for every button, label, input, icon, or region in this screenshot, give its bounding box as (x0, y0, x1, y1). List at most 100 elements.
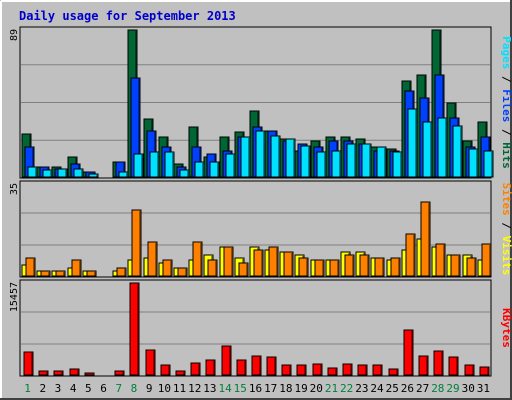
day-label-16: 16 (249, 382, 262, 395)
day-label-23: 23 (355, 382, 368, 395)
bar-bottom-kbytes-day-14-shade (229, 347, 231, 375)
bar-top-pages-day-4-shade (81, 170, 83, 177)
bar-middle-sites-day-29 (450, 254, 461, 277)
day-label-25: 25 (386, 382, 399, 395)
bar-top-pages-day-16-shade (263, 132, 265, 177)
legend-middle: Sites / Visits (500, 183, 512, 276)
bar-bottom-kbytes-day-31 (479, 366, 490, 376)
bar-middle-sites-day-30 (466, 257, 477, 277)
day-label-3: 3 (55, 382, 62, 395)
bar-top-pages-day-1-shade (35, 168, 37, 177)
bar-top-pages-day-8-shade (141, 155, 143, 177)
bar-middle-sites-day-28-shade (443, 245, 445, 276)
bar-bottom-kbytes-day-31-shade (487, 368, 489, 375)
bar-middle-sites-day-19-shade (306, 259, 308, 276)
bar-bottom-kbytes-day-13-shade (213, 361, 215, 375)
legend-item-files: Files (500, 89, 512, 122)
bar-middle-sites-day-4 (71, 259, 82, 277)
bar-middle-sites-day-18-shade (291, 253, 293, 276)
bar-middle-sites-day-20 (314, 259, 325, 277)
bar-bottom-kbytes-day-19 (296, 364, 307, 376)
bar-middle-sites-day-21-shade (337, 261, 339, 276)
bar-bottom-kbytes-day-4 (69, 368, 80, 376)
bar-top-pages-day-13 (209, 161, 220, 178)
panels-layer: 89 Pages / Files / Hits 35 Sites / Visits 15… (9, 26, 512, 377)
bar-bottom-kbytes-day-22-shade (350, 365, 352, 375)
bar-top-pages-day-28-shade (445, 119, 447, 177)
day-label-19: 19 (294, 382, 307, 395)
bar-bottom-kbytes-day-23 (357, 364, 368, 376)
bar-middle-sites-day-8-shade (139, 211, 141, 276)
bar-bottom-kbytes-day-12 (190, 362, 201, 376)
bar-middle-sites-day-13 (207, 259, 218, 277)
bar-bottom-kbytes-day-5 (84, 372, 95, 376)
day-label-18: 18 (279, 382, 292, 395)
bar-bottom-kbytes-day-29-shade (456, 358, 458, 375)
bar-bottom-kbytes-day-25 (388, 368, 399, 376)
bar-bottom-kbytes-day-26-shade (411, 331, 413, 375)
day-label-22: 22 (340, 382, 353, 395)
bar-bottom-kbytes-day-8-shade (137, 284, 139, 375)
bar-bottom-kbytes-day-1 (23, 351, 34, 376)
bar-middle-sites-day-25 (390, 257, 401, 277)
bar-bottom-kbytes-day-24-shade (380, 366, 382, 375)
bar-top-pages-day-24-shade (384, 148, 386, 177)
bar-bottom-kbytes-day-25-shade (396, 370, 398, 375)
day-label-29: 29 (446, 382, 459, 395)
bar-middle-sites-day-30-shade (474, 259, 476, 276)
bar-bottom-kbytes-day-27 (418, 355, 429, 376)
day-label-20: 20 (310, 382, 323, 395)
bar-bottom-kbytes-day-28-shade (441, 352, 443, 375)
bar-bottom-kbytes-day-9-shade (153, 351, 155, 375)
bar-top-pages-day-24 (376, 146, 387, 178)
bar-middle-sites-day-23 (359, 254, 370, 277)
bar-top-pages-day-14-shade (233, 155, 235, 177)
bar-middle-sites-day-9-shade (155, 243, 157, 276)
bar-middle-sites-day-27 (420, 201, 431, 277)
day-label-2: 2 (39, 382, 46, 395)
bar-middle-sites-day-17 (268, 246, 279, 277)
day-axis: 1 2 3 4 5 6 7 8 9 10 11 12 13 14 15 16 17 18 19 20 21 22 23 24 2… (24, 382, 490, 395)
bar-middle-sites-day-1 (25, 257, 36, 277)
bar-middle-sites-day-20-shade (322, 261, 324, 276)
bar-middle-sites-day-4-shade (79, 261, 81, 276)
bar-middle-sites-day-5 (86, 270, 97, 277)
legend-separator: / (500, 69, 512, 89)
bar-middle-sites-day-3-shade (63, 272, 65, 276)
bar-top-pages-day-23-shade (369, 145, 371, 177)
bar-bottom-kbytes-day-23-shade (365, 366, 367, 375)
bar-middle-sites-day-25-shade (398, 259, 400, 276)
day-label-27: 27 (416, 382, 429, 395)
bar-bottom-kbytes-day-20 (312, 363, 323, 376)
bar-bottom-kbytes-day-18 (281, 364, 292, 376)
bar-middle-sites-day-29-shade (458, 256, 460, 276)
bar-middle-sites-day-24 (374, 257, 385, 277)
bar-top-files-day-1-shade (32, 148, 34, 177)
bar-middle-sites-day-18 (283, 251, 294, 277)
bar-top-pages-day-5-shade (96, 175, 98, 177)
day-label-31: 31 (477, 382, 490, 395)
bar-top-pages-day-22-shade (354, 145, 356, 177)
day-label-11: 11 (173, 382, 186, 395)
panel-top: 89 Pages / Files / Hits (9, 26, 512, 179)
bar-bottom-kbytes-day-11 (175, 370, 186, 376)
bar-middle-sites-day-15 (238, 262, 249, 277)
chart-title: Daily usage for September 2013 (19, 9, 236, 23)
bar-bottom-kbytes-day-17 (266, 356, 277, 376)
bar-top-pages-day-20-shade (324, 153, 326, 177)
bar-middle-sites-day-3 (55, 270, 66, 277)
bar-bottom-kbytes-day-21-shade (335, 369, 337, 375)
bar-top-pages-day-9-shade (157, 153, 159, 177)
bar-middle-sites-day-9 (147, 241, 158, 277)
day-label-4: 4 (70, 382, 77, 395)
bar-bottom-kbytes-day-3 (53, 370, 64, 376)
panel-middle: 35 Sites / Visits (9, 180, 512, 278)
bar-top-pages-day-29 (452, 125, 463, 178)
bar-middle-sites-day-19 (298, 257, 309, 277)
bar-bottom-kbytes-day-29 (448, 356, 459, 376)
bar-middle-sites-day-22-shade (352, 256, 354, 276)
bar-bottom-kbytes-day-15-shade (244, 361, 246, 375)
bar-bottom-kbytes-day-24 (372, 364, 383, 376)
